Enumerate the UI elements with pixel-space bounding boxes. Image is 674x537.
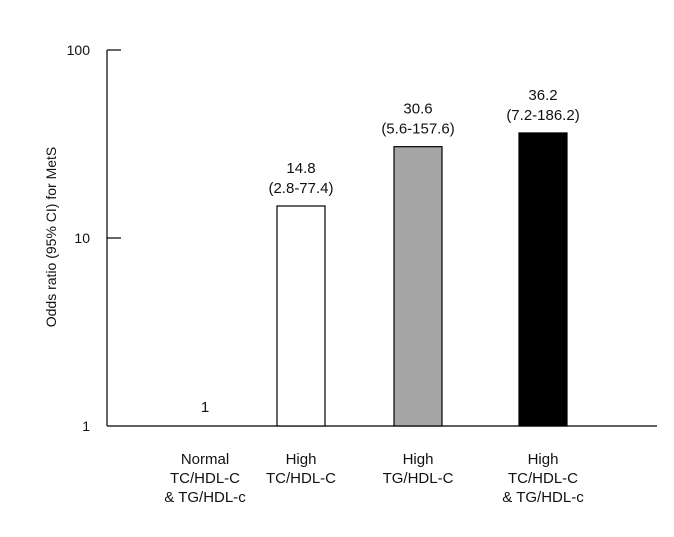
bar-ci-label: (2.8-77.4) — [268, 180, 333, 197]
x-category-label-line: High — [528, 451, 559, 468]
bar-ci-label: (5.6-157.6) — [381, 121, 454, 138]
bar-ci-label: (7.2-186.2) — [506, 107, 579, 124]
bar-value-label: 30.6 — [403, 101, 432, 118]
bar-value-label: 36.2 — [528, 87, 557, 104]
x-category-label-line: TC/HDL-C — [170, 470, 240, 487]
x-category-label-line: High — [286, 451, 317, 468]
x-category-label-line: & TG/HDL-c — [164, 489, 246, 506]
x-category-label-line: Normal — [181, 451, 229, 468]
bar — [276, 205, 326, 427]
y-tick-label: 100 — [67, 42, 91, 58]
y-axis-label: Odds ratio (95% CI) for MetS — [43, 147, 59, 328]
bars-layer — [276, 132, 568, 427]
x-category-label-line: TG/HDL-C — [383, 470, 454, 487]
y-tick-label: 10 — [74, 230, 90, 246]
bar-value-label: 14.8 — [286, 160, 315, 177]
labels-layer: 1 Normal TC/HDL-C & TG/HDL-c 14.8 (2.8-77.4) H… — [164, 87, 584, 506]
x-category-label-line: TC/HDL-C — [266, 470, 336, 487]
bar-value-label: 1 — [201, 399, 209, 416]
x-category-label-line: & TG/HDL-c — [502, 489, 584, 506]
x-category-label-line: TC/HDL-C — [508, 470, 578, 487]
bar — [518, 132, 568, 427]
axes-layer: 1 10 100 — [67, 42, 657, 434]
x-category-label-line: High — [403, 451, 434, 468]
y-tick-label: 1 — [82, 418, 90, 434]
bar — [393, 146, 443, 427]
